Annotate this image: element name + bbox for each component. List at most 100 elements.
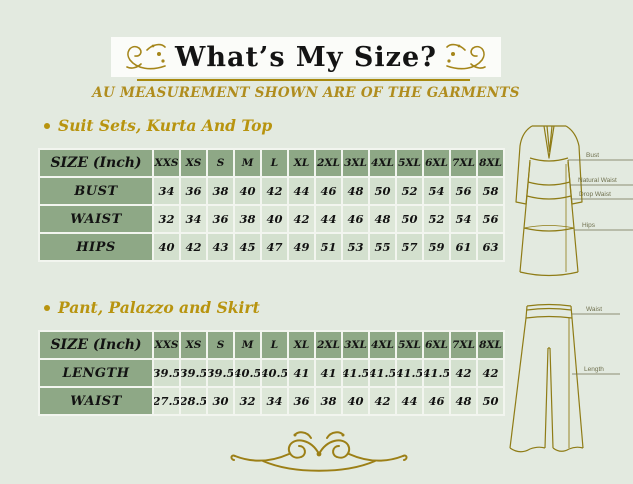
header: What’s My Size? bbox=[0, 37, 612, 80]
table-cell: 48 bbox=[370, 206, 395, 232]
col-header: 7XL bbox=[451, 332, 476, 358]
table-cell: 58 bbox=[478, 178, 503, 204]
table-cell: 50 bbox=[370, 178, 395, 204]
title-underline bbox=[137, 79, 470, 81]
drop-waist-label: Drop Waist bbox=[579, 191, 611, 198]
section-heading-label: Pant, Palazzo and Skirt bbox=[58, 298, 260, 317]
table-cell: 38 bbox=[208, 178, 233, 204]
waist-label: Waist bbox=[586, 306, 602, 313]
col-header: L bbox=[262, 332, 287, 358]
table-cell: 50 bbox=[397, 206, 422, 232]
table-cell: 42 bbox=[478, 360, 503, 386]
hips-label: Hips bbox=[582, 222, 596, 229]
col-header: XL bbox=[289, 150, 314, 176]
bullet-icon bbox=[44, 304, 50, 311]
col-header: 8XL bbox=[478, 150, 503, 176]
col-header: 2XL bbox=[316, 150, 341, 176]
row-label-bust: BUST bbox=[40, 178, 152, 204]
flourish-left-icon bbox=[126, 43, 166, 70]
flourish-right-icon bbox=[446, 43, 486, 70]
table-cell: 48 bbox=[343, 178, 368, 204]
table-cell: 42 bbox=[451, 360, 476, 386]
col-header: XXS bbox=[154, 332, 179, 358]
table-cell: 34 bbox=[154, 178, 179, 204]
table-cell: 61 bbox=[451, 234, 476, 260]
table-cell: 45 bbox=[235, 234, 260, 260]
row-label-length: LENGTH bbox=[40, 360, 152, 386]
col-header: 6XL bbox=[424, 150, 449, 176]
row-label-hips: HIPS bbox=[40, 234, 152, 260]
table-cell: 38 bbox=[235, 206, 260, 232]
table-cell: 56 bbox=[478, 206, 503, 232]
length-label: Length bbox=[584, 366, 604, 373]
table-cell: 46 bbox=[316, 178, 341, 204]
col-header: XS bbox=[181, 332, 206, 358]
table-cell: 32 bbox=[235, 388, 260, 414]
page-title: What’s My Size? bbox=[175, 41, 437, 73]
table-cell: 36 bbox=[208, 206, 233, 232]
table-cell: 44 bbox=[289, 178, 314, 204]
col-header: L bbox=[262, 150, 287, 176]
table-cell: 44 bbox=[397, 388, 422, 414]
t2-col-header-size: SIZE (Inch) bbox=[40, 332, 152, 358]
col-header: 4XL bbox=[370, 150, 395, 176]
col-header: S bbox=[208, 150, 233, 176]
row-label-waist: WAIST bbox=[40, 388, 152, 414]
table-cell: 56 bbox=[451, 178, 476, 204]
col-header: 8XL bbox=[478, 332, 503, 358]
bottom-flourish-icon bbox=[230, 431, 408, 472]
col-header: M bbox=[235, 332, 260, 358]
bust-label: Bust bbox=[586, 152, 599, 159]
table-cell: 46 bbox=[424, 388, 449, 414]
col-header: M bbox=[235, 150, 260, 176]
col-header: 7XL bbox=[451, 150, 476, 176]
table-cell: 43 bbox=[208, 234, 233, 260]
table-cell: 40 bbox=[262, 206, 287, 232]
col-header: 6XL bbox=[424, 332, 449, 358]
table-cell: 42 bbox=[370, 388, 395, 414]
table-cell: 32 bbox=[154, 206, 179, 232]
section-heading-label: Suit Sets, Kurta And Top bbox=[58, 116, 273, 135]
t1-col-header-size: SIZE (Inch) bbox=[40, 150, 152, 176]
table-cell: 50 bbox=[478, 388, 503, 414]
table-cell: 39.5 bbox=[154, 360, 179, 386]
col-header: 3XL bbox=[343, 332, 368, 358]
pant-diagram: Waist Length bbox=[509, 303, 620, 453]
table-cell: 52 bbox=[424, 206, 449, 232]
kurta-diagram: Bust Natural Waist Drop Waist Hips bbox=[515, 125, 633, 277]
table-cell: 34 bbox=[262, 388, 287, 414]
table-cell: 40 bbox=[154, 234, 179, 260]
row-label-waist: WAIST bbox=[40, 206, 152, 232]
table-cell: 51 bbox=[316, 234, 341, 260]
table-cell: 46 bbox=[343, 206, 368, 232]
table-cell: 36 bbox=[181, 178, 206, 204]
col-header: S bbox=[208, 332, 233, 358]
table-cell: 55 bbox=[370, 234, 395, 260]
pant-palazzo-size-table: SIZE (Inch) XXS XS S M L XL 2XL 3XL 4XL … bbox=[38, 330, 505, 416]
section-heading-pant-palazzo: Pant, Palazzo and Skirt bbox=[44, 298, 260, 317]
table-cell: 42 bbox=[289, 206, 314, 232]
table-cell: 57 bbox=[397, 234, 422, 260]
col-header: 3XL bbox=[343, 150, 368, 176]
col-header: XS bbox=[181, 150, 206, 176]
bullet-icon bbox=[44, 122, 50, 129]
table-cell: 28.5 bbox=[181, 388, 206, 414]
section-heading-suit-sets: Suit Sets, Kurta And Top bbox=[44, 116, 272, 135]
table-cell: 41.5 bbox=[424, 360, 449, 386]
col-header: 4XL bbox=[370, 332, 395, 358]
col-header: 2XL bbox=[316, 332, 341, 358]
table-cell: 34 bbox=[181, 206, 206, 232]
table-cell: 41.5 bbox=[343, 360, 368, 386]
table-cell: 40.5 bbox=[262, 360, 287, 386]
table-cell: 44 bbox=[316, 206, 341, 232]
col-header: 5XL bbox=[397, 332, 422, 358]
table-cell: 54 bbox=[424, 178, 449, 204]
table-cell: 36 bbox=[289, 388, 314, 414]
table-cell: 47 bbox=[262, 234, 287, 260]
subtitle: AU MEASUREMENT SHOWN ARE OF THE GARMENTS bbox=[92, 85, 520, 101]
table-cell: 39.5 bbox=[208, 360, 233, 386]
table-cell: 49 bbox=[289, 234, 314, 260]
table-cell: 38 bbox=[316, 388, 341, 414]
table-cell: 54 bbox=[451, 206, 476, 232]
